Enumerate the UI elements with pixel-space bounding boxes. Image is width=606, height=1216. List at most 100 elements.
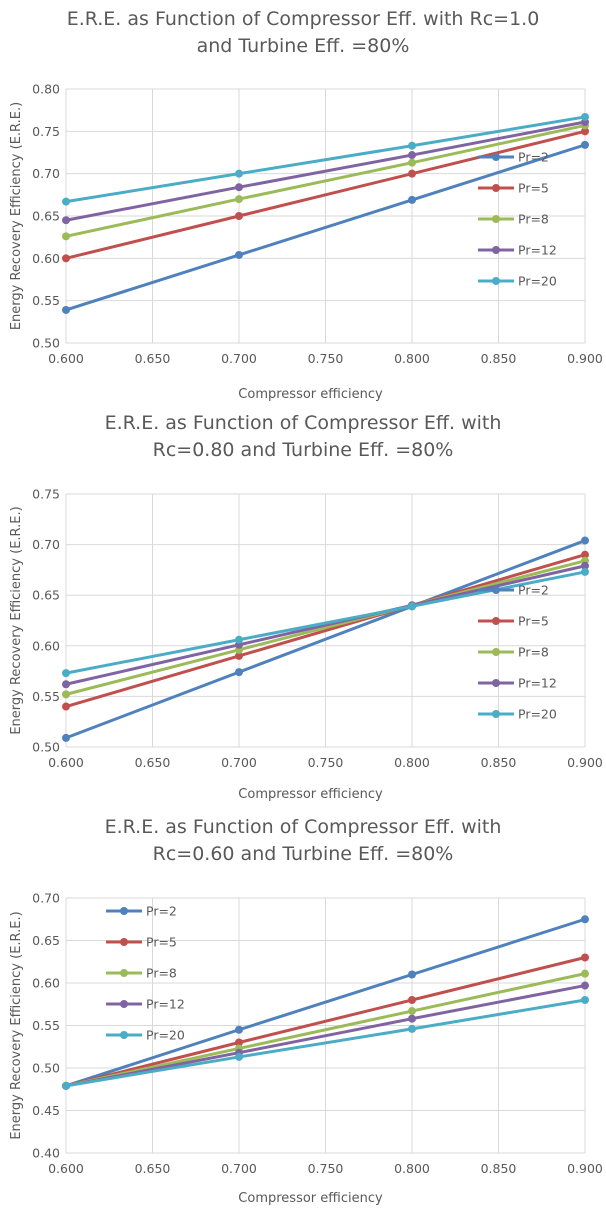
data-point [235, 668, 243, 677]
legend-entry-label: Pr=20 [518, 707, 557, 722]
series-line [65, 917, 586, 1088]
x-tick-label: 0.650 [135, 755, 171, 770]
data-point [62, 733, 70, 742]
y-tick-label: 0.55 [32, 689, 60, 704]
series-line [65, 129, 586, 260]
y-tick-label: 0.45 [32, 1103, 60, 1118]
data-point [62, 669, 70, 678]
data-point [235, 250, 243, 259]
legend-marker [492, 586, 500, 594]
y-tick-label: 0.70 [32, 891, 60, 906]
legend-marker [492, 617, 500, 625]
data-point [581, 536, 589, 545]
series-line [65, 120, 586, 222]
legend-marker [492, 184, 500, 192]
legend-marker [120, 907, 128, 915]
data-point [408, 970, 416, 979]
x-tick-label: 0.800 [394, 1161, 430, 1176]
legend-entry-label: Pr=8 [518, 645, 549, 660]
data-point [235, 1052, 243, 1061]
data-point [581, 140, 589, 149]
legend-marker [492, 679, 500, 687]
legend-entry-label: Pr=20 [146, 1028, 185, 1043]
x-tick-label: 0.900 [567, 1161, 603, 1176]
legend-entry-label: Pr=12 [146, 997, 185, 1012]
data-point [581, 112, 589, 121]
series-line [65, 123, 586, 238]
y-tick-label: 0.75 [32, 487, 60, 502]
gridlines [65, 493, 586, 748]
legend-marker [492, 710, 500, 718]
legend-entry-label: Pr=2 [518, 150, 549, 165]
x-tick-label: 0.600 [48, 351, 84, 366]
y-tick-label: 0.65 [32, 588, 60, 603]
x-tick-label: 0.850 [481, 351, 517, 366]
x-tick-label: 0.600 [48, 755, 84, 770]
x-tick-label: 0.800 [394, 755, 430, 770]
legend-marker [492, 153, 500, 161]
data-point [408, 1014, 416, 1023]
legend-marker [120, 938, 128, 946]
chart-2-title: E.R.E. as Function of Compressor Eff. wi… [0, 410, 606, 464]
chart-1-plot: 0.50 0.55 0.60 0.65 0.70 0.75 0.80 0.600 0.650 0.… [9, 82, 603, 403]
data-point [581, 127, 589, 136]
legend-marker [120, 1031, 128, 1039]
chart-3-title-line-1: E.R.E. as Function of Compressor Eff. wi… [104, 816, 502, 838]
data-point [235, 212, 243, 220]
data-point [235, 1038, 243, 1047]
data-point [408, 195, 416, 204]
y-tick-label: 0.65 [32, 933, 60, 948]
x-tick-label: 0.700 [221, 755, 257, 770]
y-tick-label: 0.55 [32, 1018, 60, 1033]
series-line [65, 998, 586, 1088]
data-point [235, 169, 243, 178]
y-tick-label: 0.70 [32, 537, 60, 552]
legend-entry-label: Pr=2 [518, 583, 549, 598]
legend-entry-label: Pr=12 [518, 676, 557, 691]
series-line [65, 539, 586, 740]
x-tick-label: 0.650 [135, 351, 171, 366]
data-point [62, 232, 70, 241]
gridlines [65, 88, 586, 344]
legend-entry-label: Pr=8 [518, 212, 549, 227]
data-point [62, 702, 70, 711]
x-tick-label: 0.650 [135, 1161, 171, 1176]
y-tick-label: 0.40 [32, 1146, 60, 1161]
y-axis-label: Energy Recovery Efficiency (E.R.E.) [9, 506, 24, 734]
data-point [62, 690, 70, 699]
series-line [65, 956, 586, 1088]
series-pr-5 [62, 127, 589, 263]
series-line [65, 553, 586, 708]
data-point [408, 1024, 416, 1033]
data-point [581, 969, 589, 978]
x-axis-label: Compressor efficiency [238, 387, 383, 402]
y-axis-label: Energy Recovery Efficiency (E.R.E.) [9, 911, 24, 1139]
series-line [65, 984, 586, 1088]
data-point [62, 197, 70, 206]
x-tick-label: 0.800 [394, 351, 430, 366]
data-point [62, 254, 70, 263]
x-tick-label: 0.750 [308, 755, 344, 770]
x-tick-label: 0.750 [308, 1161, 344, 1176]
legend-marker [492, 648, 500, 656]
y-tick-label: 0.60 [32, 976, 60, 991]
legend-marker [492, 215, 500, 223]
data-point [408, 1007, 416, 1016]
chart-1-title: E.R.E. as Function of Compressor Eff. wi… [0, 6, 606, 60]
series-line [65, 143, 586, 312]
y-tick-label: 0.50 [32, 1061, 60, 1076]
chart-3-title-line-2: Rc=0.60 and Turbine Eff. =80% [152, 843, 454, 865]
y-tick-label: 0.50 [32, 740, 60, 755]
data-point [581, 953, 589, 962]
series-line [65, 559, 586, 696]
legend: Pr=2 Pr=5 Pr=8 Pr=12 Pr=20 [478, 583, 557, 722]
x-axis-label: Compressor efficiency [238, 1191, 383, 1206]
y-tick-label: 0.50 [32, 336, 60, 351]
x-tick-label: 0.900 [567, 755, 603, 770]
chart-1-title-line-1: E.R.E. as Function of Compressor Eff. wi… [66, 8, 540, 30]
data-point [235, 1025, 243, 1034]
legend-entry-label: Pr=5 [146, 935, 177, 950]
series-pr-20 [62, 996, 589, 1090]
x-tick-label: 0.750 [308, 351, 344, 366]
chart-2-plot: 0.50 0.55 0.60 0.65 0.70 0.75 0.600 0.650 0.700 0… [9, 487, 603, 803]
